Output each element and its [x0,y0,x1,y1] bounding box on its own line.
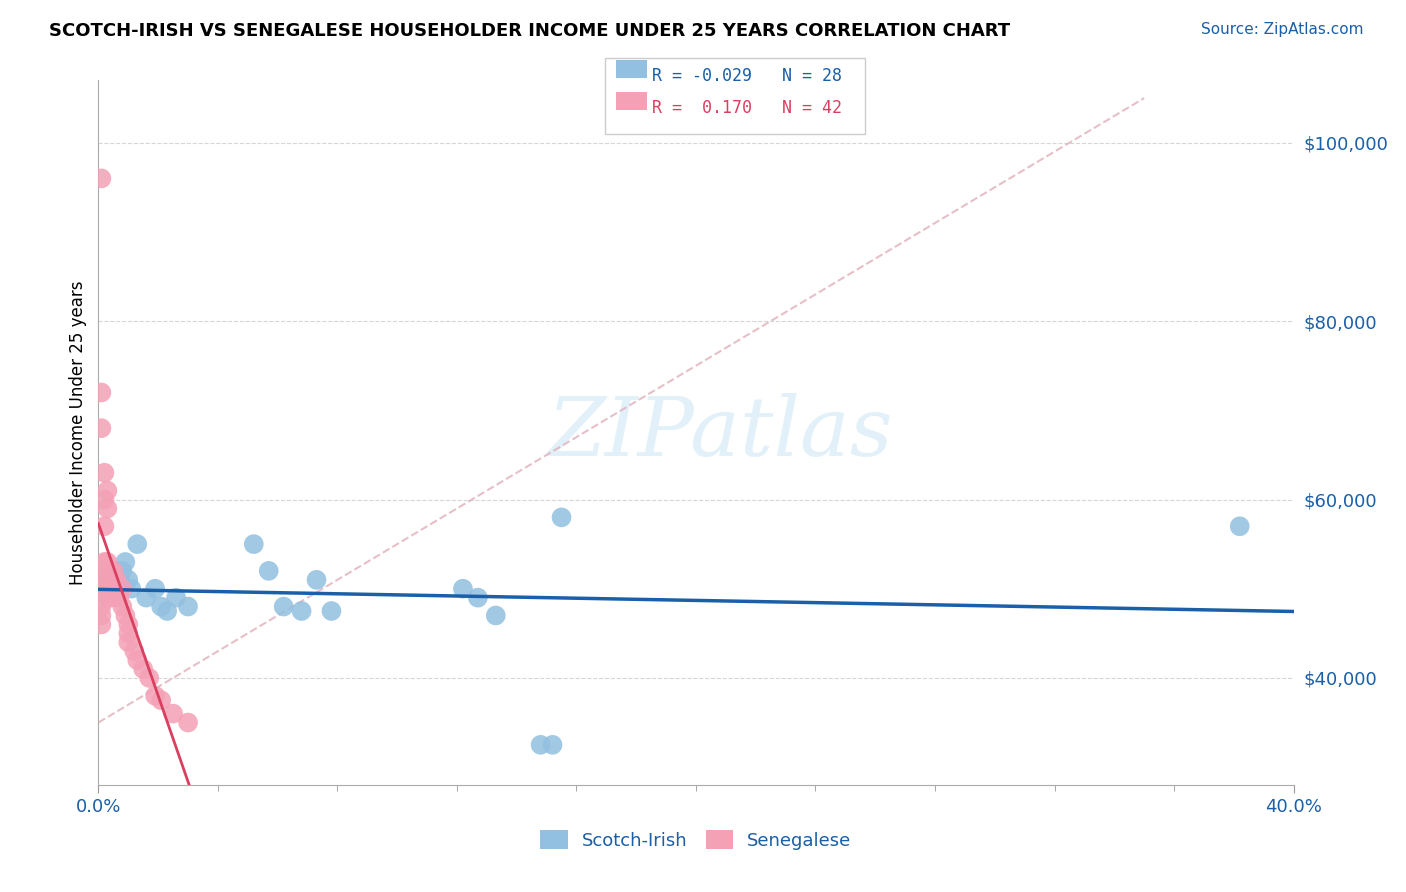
Point [177,599,200,614]
Point [321,604,343,618]
Point [98,564,122,578]
Point [165,591,187,605]
Text: R = -0.029   N = 28: R = -0.029 N = 28 [652,67,842,85]
Point [257,564,280,578]
Point [451,582,474,596]
Point [90,421,112,435]
Point [135,591,157,605]
Point [111,599,134,614]
Text: ZIPatlas: ZIPatlas [547,392,893,473]
Point [530,738,553,752]
Point [114,555,136,569]
Point [90,608,112,623]
Point [90,385,112,400]
Point [150,693,173,707]
Point [93,555,115,569]
Point [96,555,118,569]
Point [103,568,125,582]
Point [467,591,489,605]
Point [96,573,118,587]
Point [150,599,173,614]
Y-axis label: Householder Income Under 25 years: Householder Income Under 25 years [69,280,87,585]
Point [96,501,118,516]
Point [156,604,179,618]
Point [127,537,149,551]
Point [1229,519,1251,533]
Point [111,582,134,596]
Point [90,582,112,596]
Point [143,582,166,596]
Point [127,653,149,667]
Point [138,671,160,685]
Point [103,564,125,578]
Point [117,573,139,587]
Point [162,706,184,721]
Point [105,573,128,587]
Point [90,573,112,587]
Point [105,564,128,578]
Point [243,537,266,551]
Point [90,564,112,578]
Point [111,564,134,578]
Point [117,617,139,632]
Point [93,573,115,587]
Point [108,591,131,605]
Point [291,604,314,618]
Point [177,715,200,730]
Point [124,644,146,658]
Point [98,582,122,596]
Point [108,573,131,587]
Point [117,626,139,640]
Point [98,591,122,605]
Point [96,573,118,587]
Point [541,738,564,752]
Point [90,171,112,186]
Point [93,492,115,507]
Point [120,582,142,596]
Point [550,510,572,524]
Point [93,582,115,596]
Point [103,573,125,587]
Point [143,689,166,703]
Point [485,608,508,623]
Point [93,519,115,533]
Point [132,662,155,676]
Point [273,599,295,614]
Point [90,599,112,614]
Point [117,635,139,649]
Text: SCOTCH-IRISH VS SENEGALESE HOUSEHOLDER INCOME UNDER 25 YEARS CORRELATION CHART: SCOTCH-IRISH VS SENEGALESE HOUSEHOLDER I… [49,22,1011,40]
Text: Source: ZipAtlas.com: Source: ZipAtlas.com [1201,22,1364,37]
Point [90,617,112,632]
Point [105,591,128,605]
Point [108,577,131,591]
Point [96,483,118,498]
Point [93,466,115,480]
Text: R =  0.170   N = 42: R = 0.170 N = 42 [652,99,842,117]
Point [96,591,118,605]
Point [114,608,136,623]
Legend: Scotch-Irish, Senegalese: Scotch-Irish, Senegalese [533,823,859,857]
Point [98,573,122,587]
Point [305,573,328,587]
